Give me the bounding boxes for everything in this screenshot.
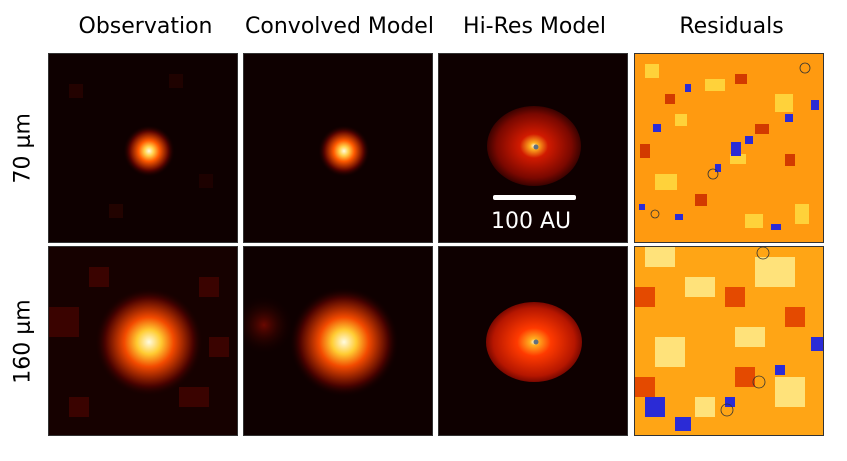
panel-observation-70um xyxy=(48,53,238,243)
panel-convolved-70um xyxy=(243,53,433,243)
panel-residuals-160um xyxy=(634,246,824,436)
scale-bar-label: 100 AU xyxy=(491,209,572,234)
scale-bar xyxy=(493,195,576,200)
image-residuals-160um xyxy=(635,247,823,435)
image-residuals-70um xyxy=(635,54,823,242)
image-convolved-70um xyxy=(244,54,432,242)
column-title-convolved-model: Convolved Model xyxy=(245,14,434,39)
row-label-160um: 160 μm xyxy=(10,299,36,384)
panel-hires-70um: 100 AU xyxy=(438,53,628,243)
row-label-70um: 70 μm xyxy=(10,113,36,184)
image-convolved-160um xyxy=(244,247,432,435)
column-title-hires-model: Hi-Res Model xyxy=(463,14,606,39)
column-title-observation: Observation xyxy=(78,14,213,39)
image-observation-160um xyxy=(49,247,237,435)
image-observation-70um xyxy=(49,54,237,242)
panel-observation-160um xyxy=(48,246,238,436)
image-hires-70um xyxy=(439,54,627,242)
column-title-residuals: Residuals xyxy=(679,14,784,39)
panel-hires-160um xyxy=(438,246,628,436)
panel-convolved-160um xyxy=(243,246,433,436)
panel-residuals-70um xyxy=(634,53,824,243)
image-hires-160um xyxy=(439,247,627,435)
